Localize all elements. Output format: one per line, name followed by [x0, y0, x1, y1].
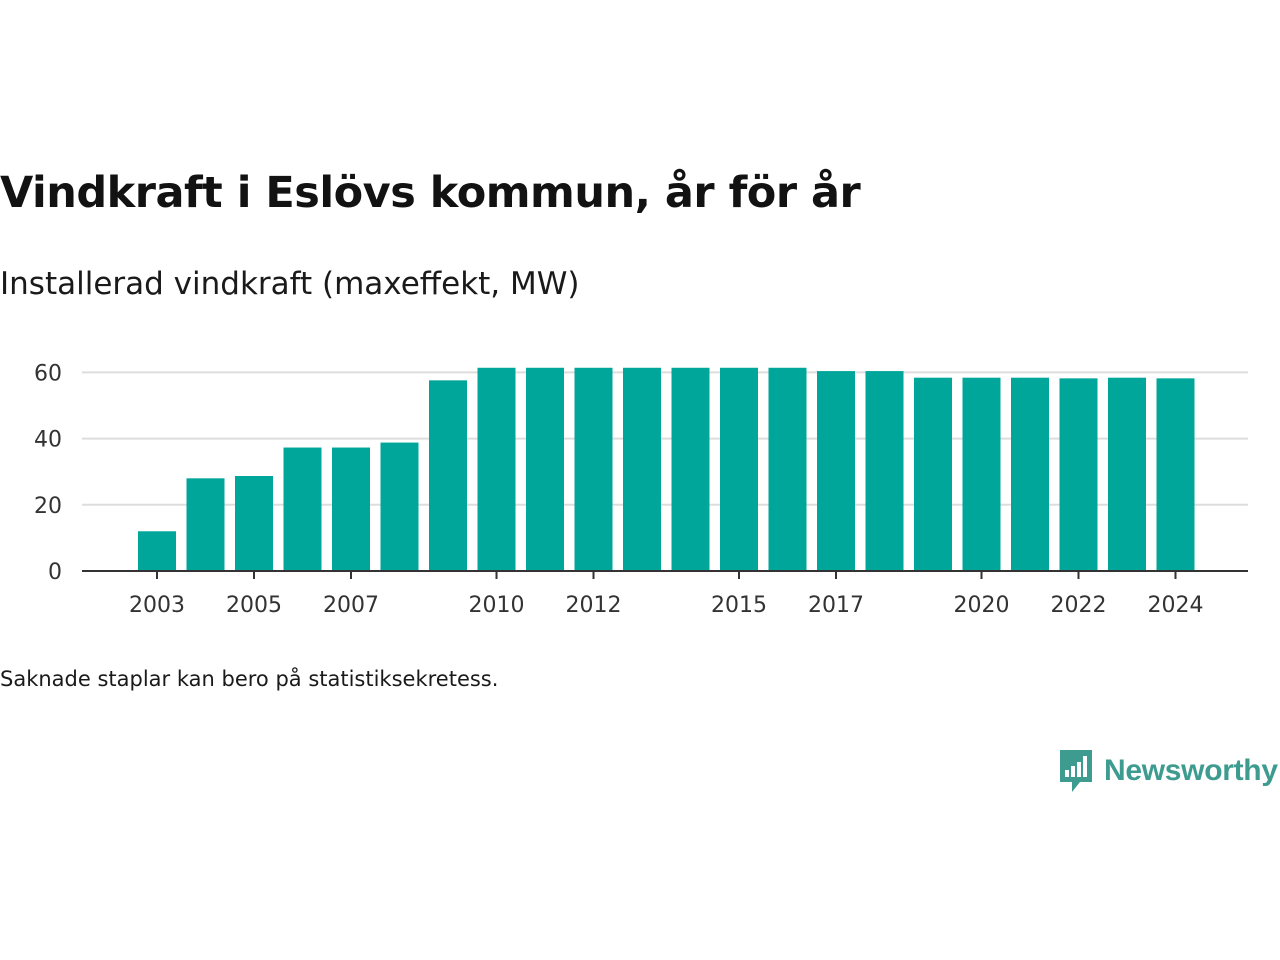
- y-tick-label: 20: [34, 494, 62, 519]
- bar-2024: [1156, 378, 1195, 571]
- bar-2021: [1011, 377, 1049, 571]
- x-tick-label: 2022: [1051, 593, 1107, 618]
- bar-2006: [283, 447, 322, 571]
- bar-2012: [574, 367, 613, 571]
- chart-subtitle: Installerad vindkraft (maxeffekt, MW): [0, 266, 580, 302]
- bar-2003: [138, 531, 176, 571]
- bar-2010: [477, 367, 516, 571]
- newsworthy-logo: Newsworthy: [1058, 748, 1278, 794]
- x-tick-label: 2024: [1148, 593, 1204, 618]
- bar-2020: [962, 377, 1001, 571]
- x-tick-label: 2020: [954, 593, 1010, 618]
- bar-2009: [429, 380, 467, 571]
- axes: 0 20 40 60 2003 2005 2007 2010 2012 2015 2017 2020 2…: [34, 361, 1248, 618]
- bar-2023: [1108, 377, 1146, 571]
- bar-2007: [332, 447, 370, 571]
- grid-lines: [82, 371, 1248, 506]
- x-tick-label: 2017: [808, 593, 864, 618]
- x-tick-label: 2005: [226, 593, 282, 618]
- x-tick-label: 2010: [469, 593, 525, 618]
- footnote: Saknade staplar kan bero på statistiksek…: [0, 667, 499, 691]
- x-tick-label: 2015: [711, 593, 767, 618]
- bar-2016: [768, 367, 807, 571]
- bar-2022: [1059, 378, 1098, 571]
- y-tick-label: 0: [48, 560, 62, 585]
- y-tick-label: 60: [34, 361, 62, 386]
- bar-2015: [720, 367, 758, 571]
- bars: [138, 367, 1195, 571]
- x-tick-label: 2003: [129, 593, 185, 618]
- bar-chart: 0 20 40 60 2003 2005 2007 2010 2012 2015 2017 2020 2…: [34, 361, 1248, 618]
- chart-title: Vindkraft i Eslövs kommun, år för år: [0, 168, 861, 218]
- bar-2008: [380, 442, 419, 571]
- bar-2011: [526, 367, 564, 571]
- bar-2014: [671, 367, 710, 571]
- bar-2019: [914, 377, 952, 571]
- bar-2005: [235, 476, 273, 571]
- bar-2013: [623, 367, 661, 571]
- bar-2017: [817, 371, 855, 571]
- logo-text: Newsworthy: [1104, 754, 1278, 787]
- bar-2018: [865, 371, 904, 571]
- x-tick-label: 2007: [323, 593, 379, 618]
- bar-2004: [186, 478, 225, 571]
- x-tick-label: 2012: [566, 593, 622, 618]
- bar-chart-speech-bubble-icon: [1060, 750, 1092, 792]
- y-tick-label: 40: [34, 428, 62, 453]
